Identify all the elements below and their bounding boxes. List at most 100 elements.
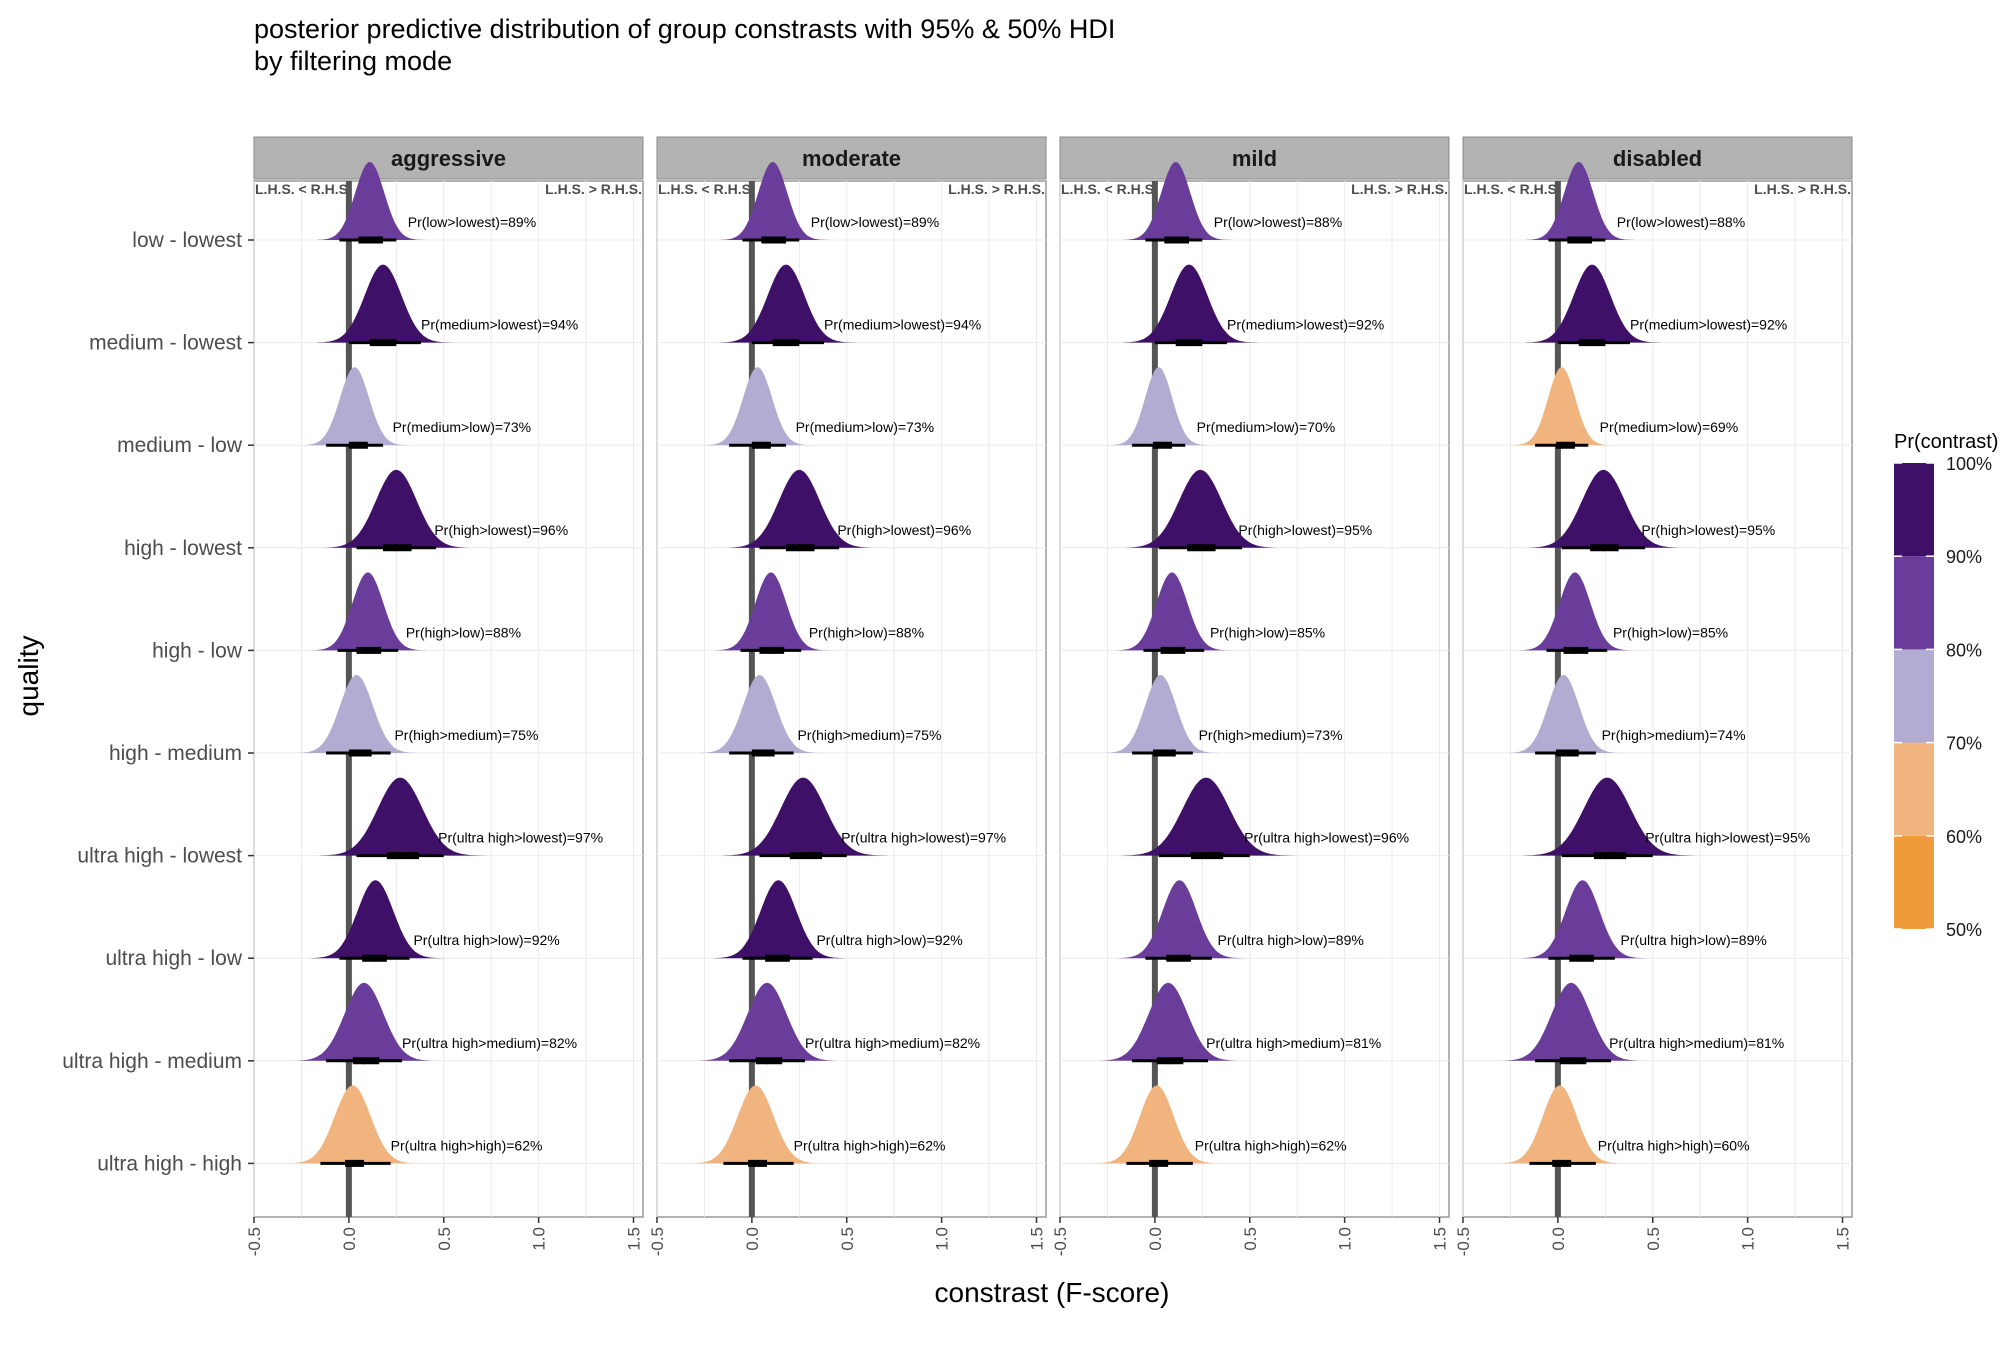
probability-annotation: Pr(low>lowest)=89% — [408, 214, 536, 230]
probability-annotation: Pr(low>lowest)=88% — [1214, 214, 1342, 230]
point-estimate — [1560, 749, 1568, 757]
point-estimate — [782, 339, 790, 347]
point-estimate — [1575, 236, 1583, 244]
chart-title-line2: by filtering mode — [254, 46, 452, 76]
facet-panels: aggressive L.H.S. < R.H.S. L.H.S. > R.H.S.… — [245, 136, 1853, 1256]
x-tick-label: -0.5 — [1454, 1227, 1473, 1256]
density-high---low — [1519, 572, 1634, 651]
probability-annotation: Pr(medium>lowest)=94% — [824, 317, 981, 333]
y-tick-label: high - low — [152, 639, 243, 662]
point-estimate — [1571, 646, 1579, 654]
probability-annotation: Pr(high>lowest)=95% — [1641, 522, 1775, 538]
point-estimate — [1196, 544, 1204, 552]
probability-annotation: Pr(ultra high>medium)=81% — [1206, 1035, 1381, 1051]
density-low---lowest — [720, 162, 828, 240]
point-estimate — [769, 236, 777, 244]
legend: Pr(contrast) 50% 60% 70% 80% 90% 100% — [1894, 431, 1998, 940]
facet-panel-border — [1462, 180, 1853, 1218]
x-tick-label: 0.0 — [340, 1227, 359, 1251]
facet-panel-moderate: moderate L.H.S. < R.H.S. L.H.S. > R.H.S. Pr… — [648, 136, 1047, 1256]
chart-title-line1: posterior predictive distribution of gro… — [254, 14, 1115, 44]
probability-annotation: Pr(high>lowest)=95% — [1238, 522, 1372, 538]
density-high---medium — [297, 675, 419, 753]
side-label-left: L.H.S. < R.H.S. — [255, 181, 352, 197]
probability-annotation: Pr(ultra high>medium)=81% — [1609, 1035, 1784, 1051]
probability-annotation: Pr(high>low)=85% — [1613, 624, 1728, 640]
x-tick-label: -0.5 — [648, 1227, 667, 1256]
facet-strip-label: aggressive — [391, 146, 506, 171]
density-high---lowest — [1123, 469, 1282, 548]
density-ultra-high---high — [288, 1085, 421, 1164]
probability-annotation: Pr(high>medium)=75% — [394, 727, 538, 743]
density-ultra-high---high — [691, 1085, 824, 1164]
probability-annotation: Pr(high>lowest)=96% — [837, 522, 971, 538]
legend-tick-label: 90% — [1946, 547, 1982, 567]
density-high---lowest — [726, 469, 877, 548]
density-ultra-high---lowest — [319, 777, 485, 856]
probability-annotation: Pr(ultra high>low)=92% — [816, 932, 962, 948]
density-medium---lowest — [1525, 264, 1662, 343]
legend-color-bin — [1894, 556, 1934, 650]
density-ultra-high---low — [1521, 880, 1647, 959]
y-tick-label: high - lowest — [124, 537, 242, 560]
facet-panel-disabled: disabled L.H.S. < R.H.S. L.H.S. > R.H.S. Pr… — [1454, 136, 1853, 1256]
x-tick-label: 1.0 — [1336, 1227, 1355, 1251]
point-estimate — [371, 954, 379, 962]
probability-annotation: Pr(medium>low)=70% — [1197, 419, 1336, 435]
probability-annotation: Pr(ultra high>high)=62% — [391, 1137, 543, 1153]
density-ultra-high---medium — [294, 982, 438, 1061]
density-medium---lowest — [719, 264, 856, 343]
point-estimate — [1155, 441, 1163, 449]
density-high---medium — [1104, 675, 1220, 753]
probability-annotation: Pr(low>lowest)=88% — [1617, 214, 1745, 230]
density-medium---lowest — [1122, 264, 1259, 343]
point-estimate — [1176, 954, 1184, 962]
point-estimate — [1588, 339, 1596, 347]
legend-tick-label: 70% — [1946, 734, 1982, 754]
x-tick-label: 1.0 — [530, 1227, 549, 1251]
y-axis: low - lowest medium - lowest medium - low h… — [62, 229, 254, 1175]
density-high---low — [715, 572, 830, 651]
probability-annotation: Pr(medium>lowest)=92% — [1227, 317, 1384, 333]
x-tick-label: 0.5 — [1241, 1227, 1260, 1251]
facet-panel-border — [1059, 180, 1450, 1218]
probability-annotation: Pr(ultra high>lowest)=95% — [1645, 830, 1810, 846]
point-estimate — [774, 954, 782, 962]
point-estimate — [352, 749, 360, 757]
point-estimate — [364, 646, 372, 654]
density-low---lowest — [1526, 162, 1634, 240]
x-axis-label: constrast (F-score) — [935, 1277, 1170, 1308]
probability-annotation: Pr(ultra high>low)=89% — [1218, 932, 1364, 948]
density-high---medium — [1507, 675, 1623, 753]
x-tick-label: 0.5 — [838, 1227, 857, 1251]
x-tick-label: 1.5 — [1834, 1227, 1853, 1251]
point-estimate — [1185, 339, 1193, 347]
density-high---lowest — [323, 469, 474, 548]
density-ultra-high---medium — [1501, 982, 1645, 1061]
point-estimate — [1558, 441, 1566, 449]
side-label-left: L.H.S. < R.H.S. — [1061, 181, 1158, 197]
probability-annotation: Pr(ultra high>high)=62% — [794, 1137, 946, 1153]
density-ultra-high---low — [714, 880, 847, 959]
density-ultra-high---lowest — [722, 777, 888, 856]
probability-annotation: Pr(ultra high>high)=62% — [1195, 1137, 1347, 1153]
point-estimate — [1579, 954, 1587, 962]
probability-annotation: Pr(high>low)=85% — [1210, 624, 1325, 640]
probability-annotation: Pr(ultra high>medium)=82% — [402, 1035, 577, 1051]
facet-strip — [253, 136, 644, 180]
facet-panel-border — [656, 180, 1047, 1218]
point-estimate — [1556, 1159, 1564, 1167]
x-tick-label: 1.0 — [1739, 1227, 1758, 1251]
point-estimate — [1599, 544, 1607, 552]
point-estimate — [767, 646, 775, 654]
density-ultra-high---low — [1118, 880, 1244, 959]
probability-annotation: Pr(high>lowest)=96% — [434, 522, 568, 538]
density-low---lowest — [317, 162, 425, 240]
y-tick-label: ultra high - medium — [62, 1050, 242, 1073]
x-tick-label: 0.5 — [1644, 1227, 1663, 1251]
facet-strip — [1462, 136, 1853, 180]
probability-annotation: Pr(ultra high>lowest)=97% — [438, 830, 603, 846]
legend-tick-label: 80% — [1946, 640, 1982, 660]
side-label-right: L.H.S. > R.H.S. — [545, 181, 642, 197]
